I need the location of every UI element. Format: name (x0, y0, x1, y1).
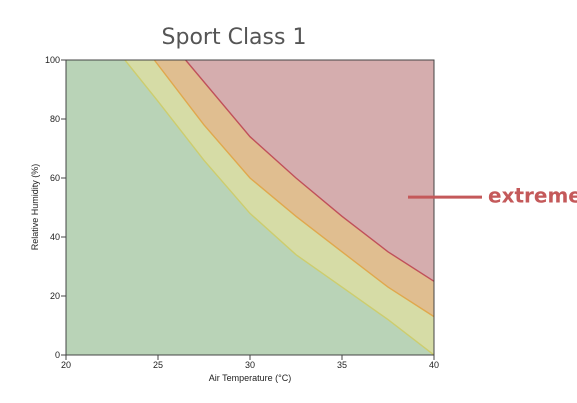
x-tick-label: 30 (245, 360, 255, 370)
annotation-label: extreme (488, 184, 577, 208)
plot-area (65, 59, 435, 356)
chart-title: Sport Class 1 (162, 25, 307, 50)
extreme-annotation: extreme (408, 184, 577, 208)
y-axis: 0 20 40 60 80 100 (45, 55, 66, 360)
zone-area-3 (185, 60, 434, 282)
x-axis: 20 25 30 35 40 (61, 355, 439, 370)
y-tick-label: 20 (50, 291, 60, 301)
x-axis-label: Air Temperature (°C) (209, 373, 291, 383)
y-tick-label: 100 (45, 55, 60, 65)
y-axis-label: Relative Humidity (%) (30, 164, 40, 251)
x-tick-label: 35 (337, 360, 347, 370)
zone-boundary-2 (153, 60, 434, 318)
x-tick-label: 20 (61, 360, 71, 370)
y-tick-label: 0 (55, 350, 60, 360)
x-tick-label: 40 (429, 360, 439, 370)
zone-boundary-3 (185, 60, 434, 282)
y-tick-label: 80 (50, 114, 60, 124)
y-tick-label: 60 (50, 173, 60, 183)
x-tick-label: 25 (153, 360, 163, 370)
y-tick-label: 40 (50, 232, 60, 242)
zone-boundary-1 (124, 60, 434, 355)
